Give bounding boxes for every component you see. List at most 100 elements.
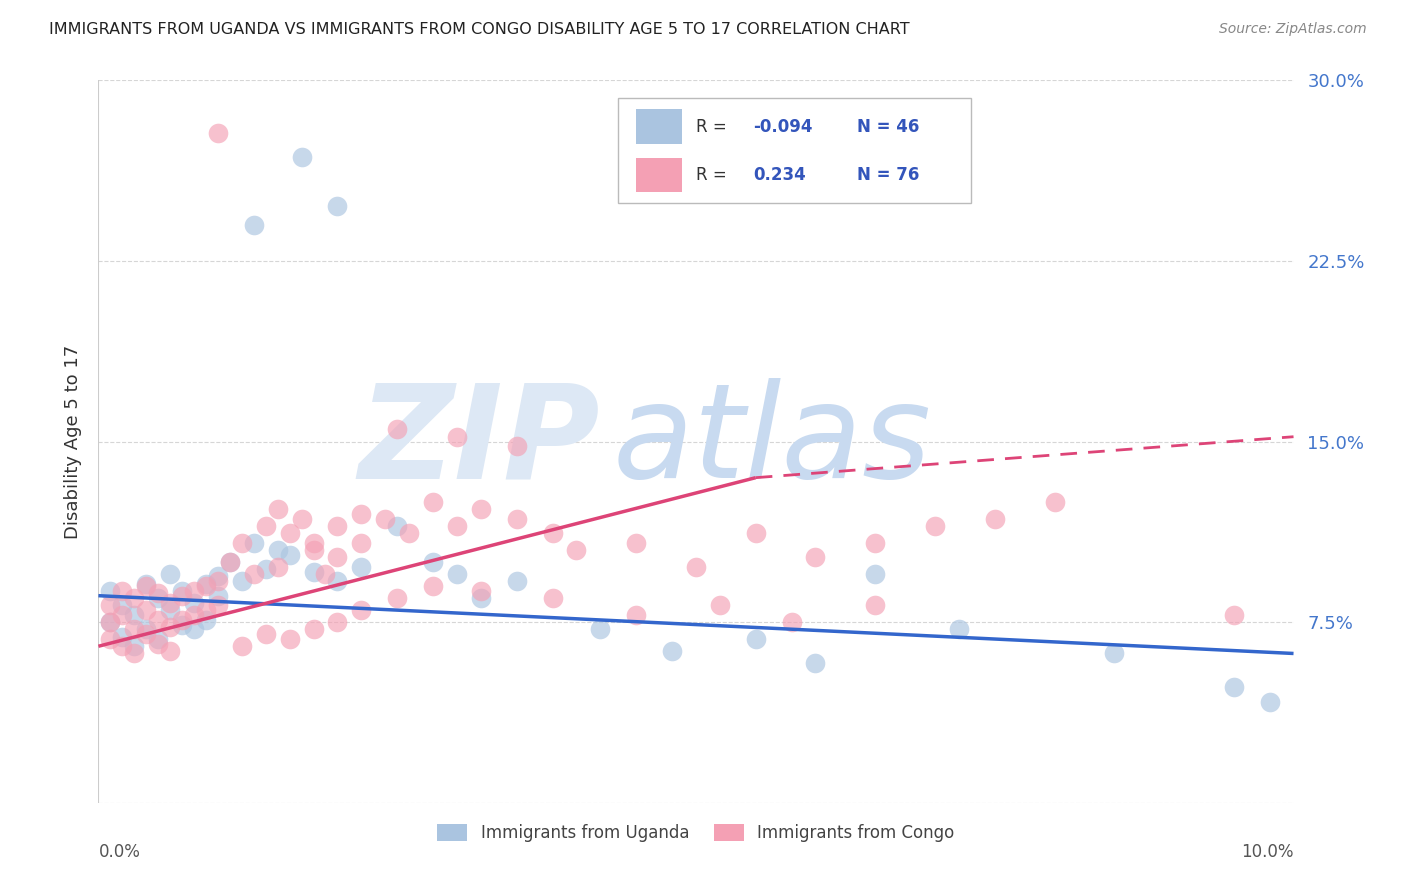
Point <box>98 599 122 613</box>
Point <box>1104 647 1126 661</box>
Point <box>183 583 205 598</box>
Point <box>326 615 349 630</box>
Point <box>124 639 146 653</box>
Point <box>231 535 253 549</box>
Text: N = 46: N = 46 <box>858 118 920 136</box>
Point <box>135 579 157 593</box>
Point <box>267 542 290 557</box>
Point <box>135 603 157 617</box>
Legend: Immigrants from Uganda, Immigrants from Congo: Immigrants from Uganda, Immigrants from … <box>430 817 962 848</box>
Point <box>326 198 349 212</box>
Bar <box>637 109 682 144</box>
Point <box>172 617 194 632</box>
Point <box>98 615 122 630</box>
Point <box>470 583 492 598</box>
Y-axis label: Disability Age 5 to 17: Disability Age 5 to 17 <box>63 344 82 539</box>
Point <box>350 535 373 549</box>
Point <box>148 637 170 651</box>
Point <box>506 511 529 525</box>
Point <box>374 511 396 525</box>
Point <box>326 550 349 565</box>
Point <box>183 596 205 610</box>
Point <box>231 574 253 589</box>
Point <box>1043 494 1066 508</box>
Point <box>159 596 181 610</box>
Point <box>984 511 1007 525</box>
Point <box>195 613 218 627</box>
Text: 0.234: 0.234 <box>754 166 806 184</box>
Point <box>243 535 266 549</box>
Point <box>385 518 409 533</box>
Point <box>385 591 409 605</box>
Point <box>231 639 253 653</box>
Point <box>422 555 444 569</box>
Point <box>98 632 122 646</box>
Point <box>291 150 314 164</box>
Point <box>278 526 301 541</box>
Point <box>422 579 444 593</box>
Point <box>219 555 242 569</box>
Point <box>124 591 146 605</box>
Text: R =: R = <box>696 118 733 136</box>
Point <box>111 639 134 653</box>
Point <box>195 576 218 591</box>
Point <box>315 567 337 582</box>
Point <box>685 559 707 574</box>
Point <box>111 607 134 622</box>
Point <box>243 567 266 582</box>
Point <box>865 535 887 549</box>
Point <box>207 599 229 613</box>
Point <box>541 591 564 605</box>
Point <box>219 555 242 569</box>
Point <box>254 627 277 641</box>
Point <box>124 623 146 637</box>
Point <box>541 526 564 541</box>
Point <box>326 574 349 589</box>
Point <box>385 422 409 436</box>
Point <box>195 579 218 593</box>
Point <box>709 599 731 613</box>
Point <box>780 615 803 630</box>
Point <box>446 567 468 582</box>
Text: -0.094: -0.094 <box>754 118 813 136</box>
Point <box>446 430 468 444</box>
Point <box>302 542 325 557</box>
Point <box>207 569 229 583</box>
Point <box>470 591 492 605</box>
Text: 0.0%: 0.0% <box>98 843 141 861</box>
Point <box>254 562 277 576</box>
Point <box>278 548 301 562</box>
Point <box>302 623 325 637</box>
Point <box>745 526 768 541</box>
Text: atlas: atlas <box>613 378 931 505</box>
Point <box>124 607 146 622</box>
Point <box>159 620 181 634</box>
FancyBboxPatch shape <box>619 98 972 203</box>
Point <box>172 613 194 627</box>
Point <box>291 511 314 525</box>
Point <box>1223 607 1246 622</box>
Point <box>148 591 170 605</box>
Point <box>111 583 134 598</box>
Point <box>589 623 612 637</box>
Point <box>183 623 205 637</box>
Point <box>195 603 218 617</box>
Point <box>350 559 373 574</box>
Point <box>302 565 325 579</box>
Text: IMMIGRANTS FROM UGANDA VS IMMIGRANTS FROM CONGO DISABILITY AGE 5 TO 17 CORRELATI: IMMIGRANTS FROM UGANDA VS IMMIGRANTS FRO… <box>49 22 910 37</box>
Bar <box>637 158 682 193</box>
Point <box>159 644 181 658</box>
Point <box>124 647 146 661</box>
Point <box>745 632 768 646</box>
Point <box>326 518 349 533</box>
Point <box>172 583 194 598</box>
Point <box>254 518 277 533</box>
Point <box>506 574 529 589</box>
Point <box>804 656 827 670</box>
Point <box>207 589 229 603</box>
Text: N = 76: N = 76 <box>858 166 920 184</box>
Point <box>243 218 266 232</box>
Point <box>865 599 887 613</box>
Point <box>804 550 827 565</box>
Point <box>135 623 157 637</box>
